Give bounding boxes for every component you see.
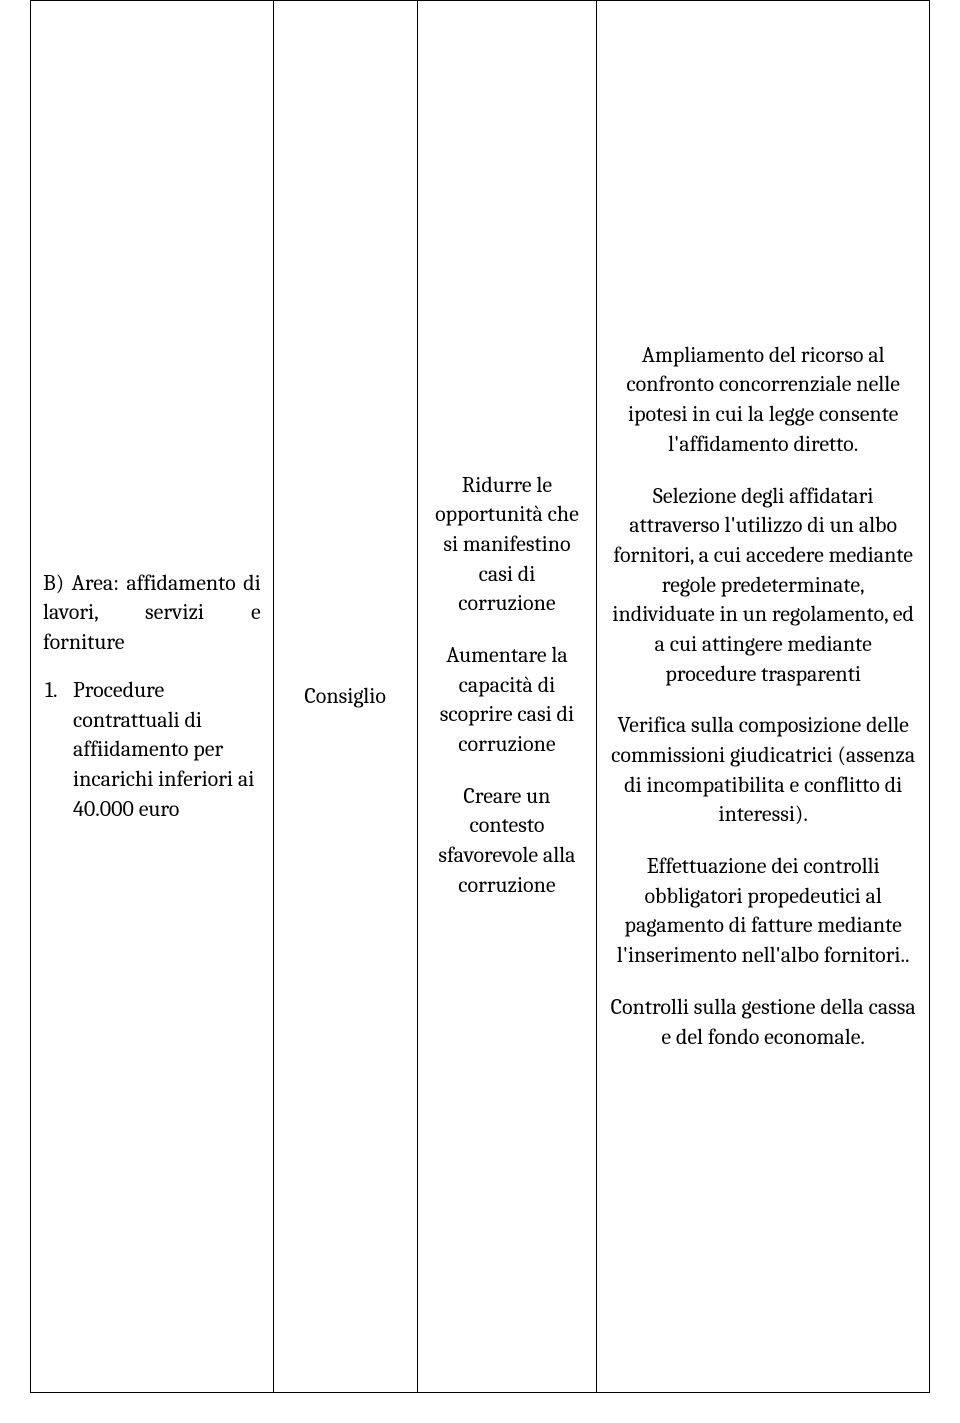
- cell-area: B) Area: affidamento di lavori, servizi …: [31, 1, 274, 1393]
- cell-measures: Ampliamento del ricorso al confronto con…: [597, 1, 930, 1393]
- table-row: B) Area: affidamento di lavori, servizi …: [31, 1, 930, 1393]
- cell-objectives: Ridurre le opportunità che si manifestin…: [417, 1, 597, 1393]
- col1-content: B) Area: affidamento di lavori, servizi …: [43, 569, 261, 825]
- col3-content: Ridurre le opportunità che si manifestin…: [430, 471, 585, 901]
- list-text: Procedure contrattuali di affiidamento p…: [73, 676, 261, 824]
- col2-text: Consiglio: [286, 682, 405, 712]
- measure-2: Selezione degli affidatari attraverso l'…: [609, 482, 917, 690]
- measure-4: Effettuazione dei controlli obbligatori …: [609, 852, 917, 971]
- measure-1: Ampliamento del ricorso al confronto con…: [609, 341, 917, 460]
- list-item: 1. Procedure contrattuali di affiidament…: [43, 676, 261, 824]
- objective-2: Aumentare la capacità di scoprire casi d…: [430, 641, 585, 760]
- objective-1: Ridurre le opportunità che si manifestin…: [430, 471, 585, 619]
- cell-consiglio: Consiglio: [273, 1, 417, 1393]
- area-title: B) Area: affidamento di lavori, servizi …: [43, 569, 261, 658]
- list-marker: 1.: [45, 676, 73, 824]
- main-table: B) Area: affidamento di lavori, servizi …: [30, 0, 930, 1393]
- col4-content: Ampliamento del ricorso al confronto con…: [609, 341, 917, 1052]
- measure-5: Controlli sulla gestione della cassa e d…: [609, 993, 917, 1052]
- objective-3: Creare un contesto sfavorevole alla corr…: [430, 782, 585, 901]
- document-page: B) Area: affidamento di lavori, servizi …: [0, 0, 960, 1423]
- measure-3: Verifica sulla composizione delle commis…: [609, 711, 917, 830]
